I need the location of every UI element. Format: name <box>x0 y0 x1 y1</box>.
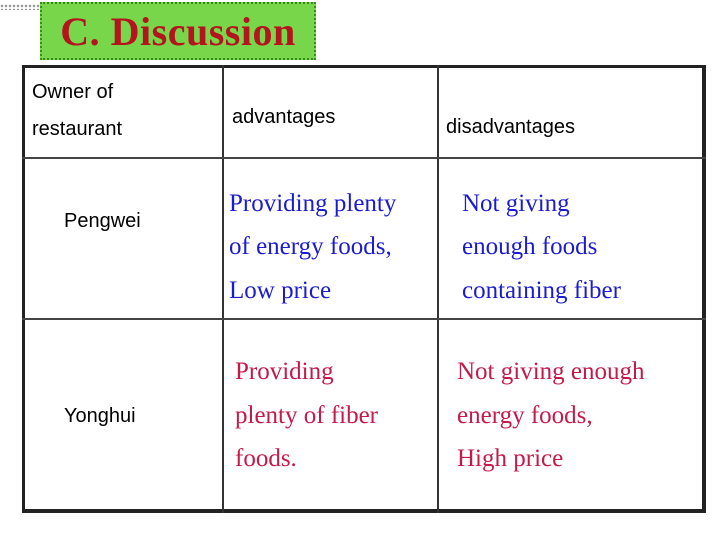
yonghui-advantage-line-3: foods. <box>235 445 297 472</box>
owner-pengwei: Pengwei <box>64 210 141 232</box>
discussion-table <box>22 65 706 513</box>
yonghui-disadvantage-line-1: Not giving enough <box>457 358 645 385</box>
header-disadvantages: disadvantages <box>446 116 575 138</box>
header-advantages: advantages <box>232 106 336 128</box>
row-divider <box>22 318 706 320</box>
column-divider-2 <box>437 65 439 513</box>
yonghui-disadvantage-line-2: energy foods, <box>457 402 593 429</box>
pengwei-advantage-line-2: of energy foods, <box>229 233 392 260</box>
page-title: C. Discussion <box>60 8 296 54</box>
yonghui-advantage-line-2: plenty of fiber <box>235 402 379 429</box>
column-divider-1 <box>222 65 224 513</box>
pengwei-disadvantage-line-1: Not giving <box>462 190 570 217</box>
pengwei-disadvantage-line-3: containing fiber <box>462 277 621 304</box>
header-row-divider <box>22 157 706 159</box>
yonghui-disadvantage-line-3: High price <box>457 445 564 472</box>
title-banner: C. Discussion <box>40 2 316 60</box>
pengwei-advantage-line-1: Providing plenty <box>229 190 397 217</box>
pengwei-disadvantage-line-2: enough foods <box>462 233 598 260</box>
header-owner-line-1: Owner of <box>32 81 114 103</box>
decorative-dots <box>0 4 44 10</box>
owner-yonghui: Yonghui <box>64 405 136 427</box>
header-owner-line-2: restaurant <box>32 118 123 140</box>
pengwei-advantage-line-3: Low price <box>229 277 332 304</box>
yonghui-advantage-line-1: Providing <box>235 358 334 385</box>
